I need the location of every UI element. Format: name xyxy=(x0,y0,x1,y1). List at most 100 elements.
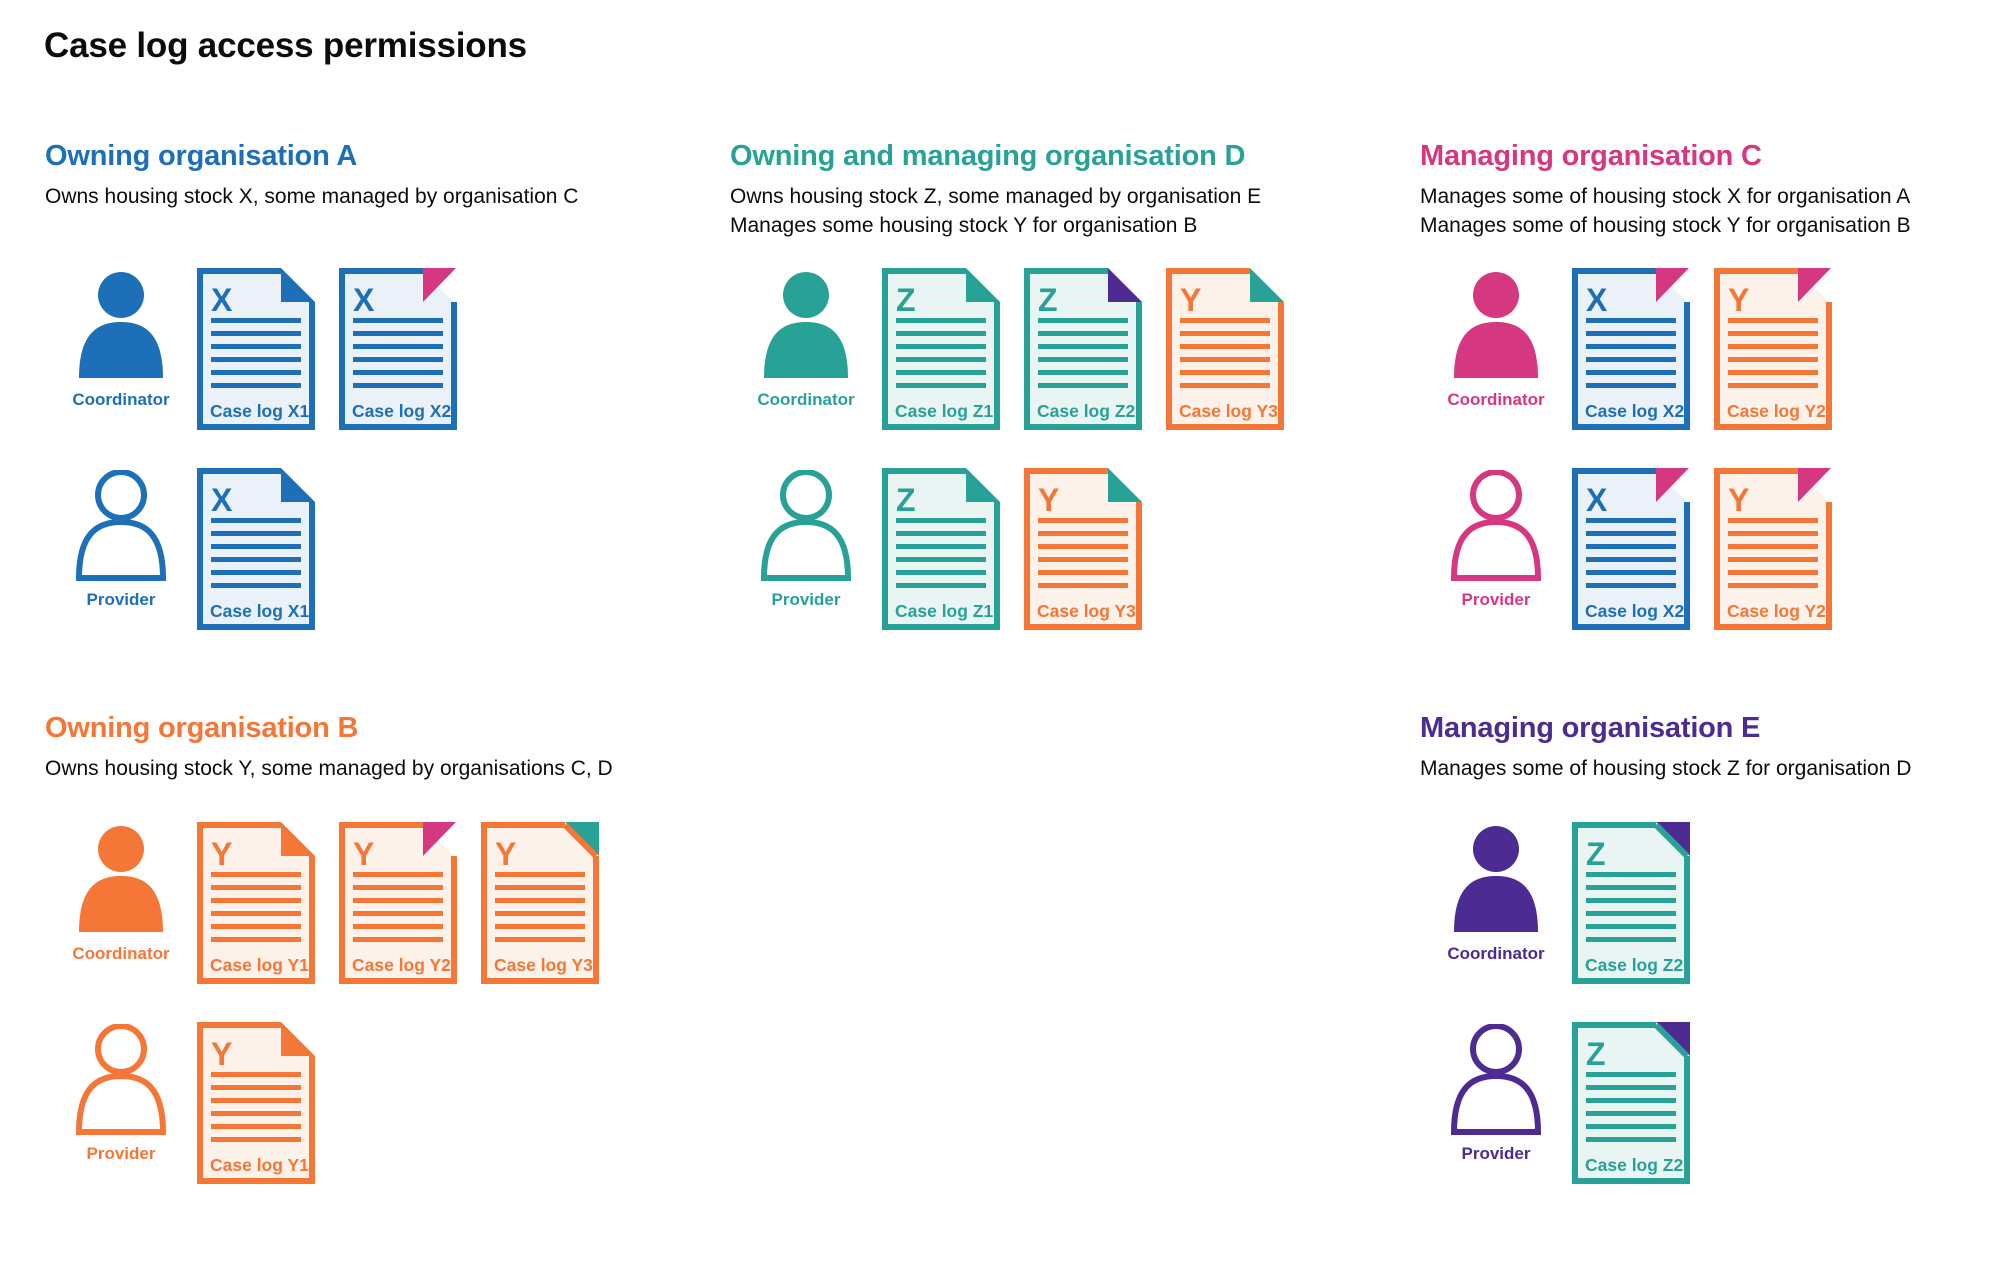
org-section-title: Managing organisation C xyxy=(1420,140,1762,172)
folded-corner-flap xyxy=(1250,268,1284,302)
coordinator-person: Coordinator xyxy=(45,268,197,410)
document-text-line xyxy=(1586,370,1676,375)
stock-letter: Y xyxy=(1180,282,1201,318)
case-log-document-icon: X Case log X2 xyxy=(1572,468,1690,630)
provider-person-icon xyxy=(75,470,167,581)
document-text-line xyxy=(1180,370,1270,375)
org-section-owning-organisation-b: Owning organisation B Owns housing stock … xyxy=(45,712,613,1184)
document-text-line xyxy=(353,383,443,388)
folded-corner-ear xyxy=(1798,468,1831,502)
case-log-label: Case log Y1 xyxy=(210,955,309,975)
stock-letter: Y xyxy=(1038,482,1059,518)
document-text-line xyxy=(1586,531,1676,536)
provider-person: Provider xyxy=(730,468,882,610)
case-log-label: Case log Y2 xyxy=(1727,601,1826,621)
document-text-line xyxy=(896,531,986,536)
document-text-line xyxy=(896,357,986,362)
folded-corner-ear xyxy=(423,822,456,856)
case-log-document-icon: Y Case log Y3 xyxy=(1024,468,1142,630)
document-text-line xyxy=(896,570,986,575)
document-text-line xyxy=(1038,357,1128,362)
case-log-label: Case log Y3 xyxy=(1037,601,1136,621)
case-log-label: Case log X2 xyxy=(1585,601,1684,621)
document-text-line xyxy=(353,911,443,916)
document-text-line xyxy=(1728,518,1818,523)
org-section-description: Manages some of housing stock Y for orga… xyxy=(1420,214,1911,238)
case-log-z2: Z Case log Z2 xyxy=(1572,822,1690,984)
role-label: Provider xyxy=(86,1144,156,1163)
coordinator-row: Coordinator X Case log X2 Y Case log Y2 xyxy=(1420,268,1832,430)
case-log-document-icon: Z Case log Z1 xyxy=(882,268,1000,430)
role-label: Provider xyxy=(86,590,156,609)
coordinator-row: Coordinator Y Case log Y1 Y Case log Y2 Y Case… xyxy=(45,822,599,984)
coordinator-person-icon xyxy=(1454,826,1538,932)
document-text-line xyxy=(1180,318,1270,323)
document-text-line xyxy=(211,1111,301,1116)
case-log-document-icon: Y Case log Y2 xyxy=(1714,268,1832,430)
case-log-z1: Z Case log Z1 xyxy=(882,268,1000,430)
document-text-line xyxy=(1586,885,1676,890)
document-text-line xyxy=(896,318,986,323)
stock-letter: Z xyxy=(896,482,916,518)
document-text-line xyxy=(211,911,301,916)
document-text-line xyxy=(353,331,443,336)
stock-letter: X xyxy=(1586,282,1608,318)
case-log-z1: Z Case log Z1 xyxy=(882,468,1000,630)
document-text-line xyxy=(211,937,301,942)
case-log-label: Case log X2 xyxy=(352,401,451,421)
document-text-line xyxy=(1728,570,1818,575)
case-log-document-icon: Y Case log Y2 xyxy=(1714,468,1832,630)
document-text-line xyxy=(353,344,443,349)
case-log-documents: Y Case log Y1 Y Case log Y2 Y Case log Y3 xyxy=(197,822,599,984)
document-text-line xyxy=(211,885,301,890)
case-log-document-icon: X Case log X1 xyxy=(197,468,315,630)
folded-corner-flap xyxy=(1108,468,1142,502)
document-text-line xyxy=(1728,318,1818,323)
folded-corner-flap xyxy=(281,468,315,502)
case-log-document-icon: Z Case log Z2 xyxy=(1572,1022,1690,1184)
org-section-owning-organisation-a: Owning organisation A Owns housing stock … xyxy=(45,140,578,630)
stock-letter: Y xyxy=(211,1036,232,1072)
case-log-x2: X Case log X2 xyxy=(339,268,457,430)
case-log-document-icon: Y Case log Y3 xyxy=(1166,268,1284,430)
case-log-label: Case log X2 xyxy=(1585,401,1684,421)
document-text-line xyxy=(495,924,585,929)
document-text-line xyxy=(1038,344,1128,349)
org-section-description: Manages some of housing stock X for orga… xyxy=(1420,185,1911,209)
org-section-owning-and-managing-organisation-d: Owning and managing organisation D Owns h… xyxy=(730,140,1284,630)
document-text-line xyxy=(896,344,986,349)
provider-person: Provider xyxy=(45,1022,197,1164)
provider-person-icon xyxy=(760,470,852,581)
coordinator-row: Coordinator Z Case log Z1 Z Case log Z2 Y Case… xyxy=(730,268,1284,430)
document-text-line xyxy=(1728,544,1818,549)
provider-row: Provider Z Case log Z1 Y Case log Y3 xyxy=(730,468,1142,630)
org-section-managing-organisation-c: Managing organisation C Manages some of h… xyxy=(1420,140,1911,630)
coordinator-row: Coordinator X Case log X1 X Case log X2 xyxy=(45,268,457,430)
case-log-y3: Y Case log Y3 xyxy=(1166,268,1284,430)
provider-person: Provider xyxy=(1420,1022,1572,1164)
folded-corner-ear xyxy=(423,268,456,302)
case-log-label: Case log Z2 xyxy=(1585,1155,1683,1175)
document-text-line xyxy=(1038,557,1128,562)
case-log-document-icon: Y Case log Y3 xyxy=(481,822,599,984)
document-text-line xyxy=(211,544,301,549)
document-text-line xyxy=(1038,331,1128,336)
case-log-documents: Z Case log Z2 xyxy=(1572,822,1690,984)
case-log-label: Case log Z2 xyxy=(1037,401,1135,421)
case-log-document-icon: Y Case log Y1 xyxy=(197,1022,315,1184)
document-text-line xyxy=(1038,544,1128,549)
stock-letter: Z xyxy=(1038,282,1058,318)
case-log-label: Case log Y2 xyxy=(352,955,451,975)
stock-letter: X xyxy=(1586,482,1608,518)
provider-person-icon xyxy=(75,1024,167,1135)
document-text-line xyxy=(1586,344,1676,349)
org-section-title: Owning organisation A xyxy=(45,140,358,172)
case-log-documents: X Case log X2 Y Case log Y2 xyxy=(1572,468,1832,630)
coordinator-person: Coordinator xyxy=(730,268,882,410)
document-text-line xyxy=(211,1098,301,1103)
provider-row: Provider X Case log X2 Y Case log Y2 xyxy=(1420,468,1832,630)
stock-letter: Y xyxy=(1728,282,1749,318)
case-log-label: Case log Y1 xyxy=(210,1155,309,1175)
document-text-line xyxy=(1038,370,1128,375)
case-log-label: Case log Y3 xyxy=(494,955,593,975)
